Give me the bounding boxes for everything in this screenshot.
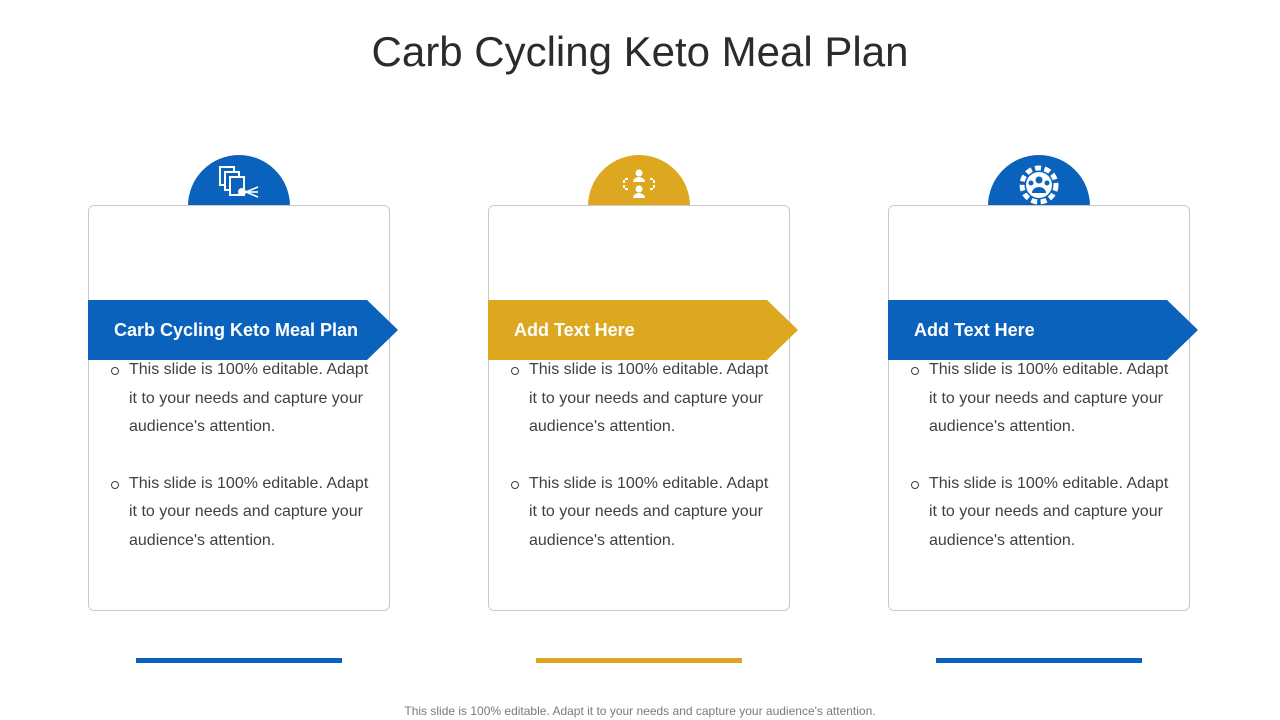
bullet-icon (111, 367, 119, 375)
card-2-accent-bar (536, 658, 742, 663)
list-item: This slide is 100% editable. Adapt it to… (911, 470, 1176, 556)
bullet-text: This slide is 100% editable. Adapt it to… (929, 474, 1169, 549)
team-gear-icon (1019, 165, 1059, 205)
bullet-text: This slide is 100% editable. Adapt it to… (129, 474, 369, 549)
list-item: This slide is 100% editable. Adapt it to… (511, 470, 776, 556)
card-1-accent-bar (136, 658, 342, 663)
documents-network-icon (219, 166, 259, 198)
card-1-banner: Carb Cycling Keto Meal Plan (88, 300, 398, 360)
list-item: This slide is 100% editable. Adapt it to… (111, 356, 376, 442)
bullet-text: This slide is 100% editable. Adapt it to… (129, 361, 369, 435)
card-1-heading: Carb Cycling Keto Meal Plan (114, 320, 359, 340)
card-3-bullets: This slide is 100% editable. Adapt it to… (911, 356, 1176, 583)
card-2-bullets: This slide is 100% editable. Adapt it to… (511, 356, 776, 583)
card-3-banner: Add Text Here (888, 300, 1198, 360)
card-1-body: Carb Cycling Keto Meal Plan This slide i… (88, 205, 398, 663)
card-2-body: Add Text Here This slide is 100% editabl… (488, 205, 798, 663)
card-3-body: Add Text Here This slide is 100% editabl… (888, 205, 1198, 663)
card-3-accent-bar (936, 658, 1142, 663)
bullet-text: This slide is 100% editable. Adapt it to… (529, 474, 769, 549)
bullet-text: This slide is 100% editable. Adapt it to… (529, 361, 769, 435)
card-2-heading: Add Text Here (514, 320, 635, 340)
page-title: Carb Cycling Keto Meal Plan (371, 28, 909, 75)
list-item: This slide is 100% editable. Adapt it to… (911, 356, 1176, 442)
card-2: Add Text Here This slide is 100% editabl… (488, 155, 798, 663)
list-item: This slide is 100% editable. Adapt it to… (111, 470, 376, 556)
footer-note: This slide is 100% editable. Adapt it to… (404, 704, 876, 718)
bullet-icon (911, 480, 919, 489)
bullet-icon (111, 480, 119, 489)
list-item: This slide is 100% editable. Adapt it to… (511, 356, 776, 442)
card-1-bullets: This slide is 100% editable. Adapt it to… (111, 356, 376, 583)
bullet-text: This slide is 100% editable. Adapt it to… (929, 361, 1169, 435)
card-1: Carb Cycling Keto Meal Plan This slide i… (88, 155, 398, 663)
card-3: Add Text Here This slide is 100% editabl… (888, 155, 1198, 663)
bullet-icon (911, 367, 919, 375)
card-2-banner: Add Text Here (488, 300, 798, 360)
bullet-icon (511, 367, 519, 375)
bullet-icon (511, 480, 519, 489)
people-connection-icon (623, 169, 655, 198)
card-3-heading: Add Text Here (914, 320, 1035, 340)
